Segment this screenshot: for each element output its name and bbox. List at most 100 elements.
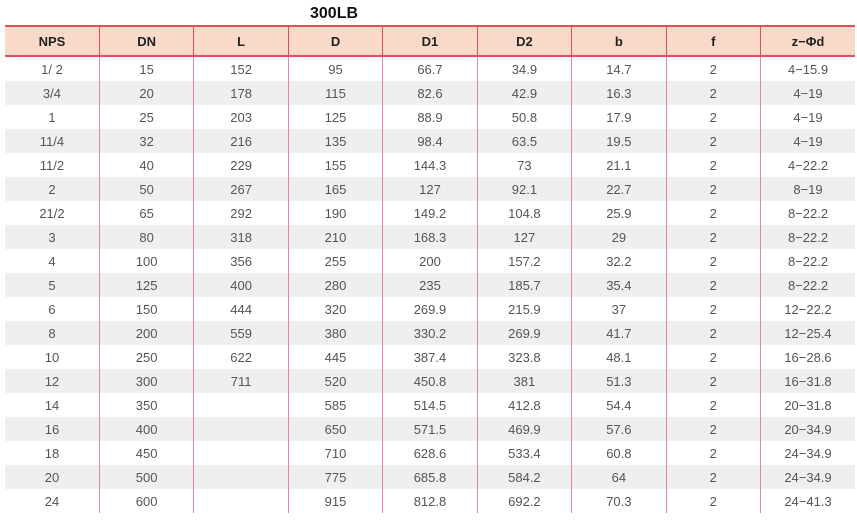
- table-cell: 350: [98, 393, 195, 417]
- table-row: 21/2 65 292 190 149.2 104.8 25.9 2 8−22.2: [5, 201, 855, 225]
- table-cell: 711: [193, 369, 289, 393]
- table-cell: 98.4: [382, 129, 478, 153]
- table-cell: 380: [287, 321, 384, 345]
- table-cell: 387.4: [382, 345, 478, 369]
- table-cell: 2: [665, 345, 762, 369]
- table-cell: 11/2: [5, 153, 100, 177]
- table-cell: 450.8: [382, 369, 478, 393]
- table-cell: 255: [287, 249, 384, 273]
- table-cell: 11/4: [5, 129, 100, 153]
- table-cell: 22.7: [571, 177, 667, 201]
- table-cell: 150: [98, 297, 195, 321]
- table-cell: 24−34.9: [760, 465, 855, 489]
- table-cell: 19.5: [571, 129, 667, 153]
- table-cell: 21.1: [571, 153, 667, 177]
- table-cell: 600: [98, 489, 195, 513]
- table-cell: 127: [476, 225, 573, 249]
- table-cell: 12: [5, 369, 100, 393]
- table-row: 3/4 20 178 115 82.6 42.9 16.3 2 4−19: [5, 81, 855, 105]
- table-cell: [193, 441, 289, 465]
- table-cell: 115: [287, 81, 384, 105]
- table-cell: 32: [98, 129, 195, 153]
- table-cell: 323.8: [476, 345, 573, 369]
- table-cell: 125: [98, 273, 195, 297]
- table-cell: 4−15.9: [760, 56, 855, 81]
- table-cell: 2: [665, 153, 762, 177]
- table-cell: 685.8: [382, 465, 478, 489]
- table-cell: 18: [5, 441, 100, 465]
- table-cell: 95: [287, 56, 384, 81]
- table-cell: 152: [193, 56, 289, 81]
- table-cell: 2: [665, 225, 762, 249]
- column-header: z−Φd: [760, 25, 855, 57]
- table-cell: 82.6: [382, 81, 478, 105]
- table-cell: 12−25.4: [760, 321, 855, 345]
- table-cell: 250: [98, 345, 195, 369]
- table-cell: [193, 489, 289, 513]
- table-cell: 280: [287, 273, 384, 297]
- header-row: NPS DN L D D1 D2 b f z−Φd: [5, 25, 855, 57]
- table-cell: 8−22.2: [760, 201, 855, 225]
- table-cell: 915: [287, 489, 384, 513]
- table-cell: 400: [193, 273, 289, 297]
- table-cell: 710: [287, 441, 384, 465]
- table-cell: 17.9: [571, 105, 667, 129]
- table-cell: 444: [193, 297, 289, 321]
- table-cell: 3: [5, 225, 100, 249]
- table-cell: 37: [571, 297, 667, 321]
- table-row: 1/ 2 15 152 95 66.7 34.9 14.7 2 4−15.9: [5, 56, 855, 81]
- table-row: 2 50 267 165 127 92.1 22.7 2 8−19: [5, 177, 855, 201]
- table-cell: 20: [98, 81, 195, 105]
- table-cell: 2: [665, 177, 762, 201]
- table-cell: 2: [665, 56, 762, 81]
- table-cell: 8: [5, 321, 100, 345]
- table-cell: 65: [98, 201, 195, 225]
- table-cell: 149.2: [382, 201, 478, 225]
- table-cell: 144.3: [382, 153, 478, 177]
- table-cell: 356: [193, 249, 289, 273]
- table-cell: 64: [571, 465, 667, 489]
- table-cell: 215.9: [476, 297, 573, 321]
- table-cell: 66.7: [382, 56, 478, 81]
- table-cell: 2: [665, 489, 762, 513]
- table-cell: 2: [665, 441, 762, 465]
- table-cell: 210: [287, 225, 384, 249]
- table-cell: 127: [382, 177, 478, 201]
- table-row: 6 150 444 320 269.9 215.9 37 2 12−22.2: [5, 297, 855, 321]
- table-cell: 4−19: [760, 129, 855, 153]
- table-cell: 229: [193, 153, 289, 177]
- table-cell: 185.7: [476, 273, 573, 297]
- table-cell: 20−34.9: [760, 417, 855, 441]
- table-row: 11/2 40 229 155 144.3 73 21.1 2 4−22.2: [5, 153, 855, 177]
- table-cell: 318: [193, 225, 289, 249]
- table-cell: 92.1: [476, 177, 573, 201]
- table-cell: 300: [98, 369, 195, 393]
- table-cell: 2: [665, 417, 762, 441]
- table-cell: 235: [382, 273, 478, 297]
- table-cell: 125: [287, 105, 384, 129]
- table-cell: 200: [98, 321, 195, 345]
- table-cell: 16−28.6: [760, 345, 855, 369]
- table-cell: 2: [5, 177, 100, 201]
- table-cell: 2: [665, 273, 762, 297]
- table-cell: 6: [5, 297, 100, 321]
- table-cell: 50.8: [476, 105, 573, 129]
- table-cell: 216: [193, 129, 289, 153]
- table-cell: 14: [5, 393, 100, 417]
- table-row: 10 250 622 445 387.4 323.8 48.1 2 16−28.6: [5, 345, 855, 369]
- table-cell: 571.5: [382, 417, 478, 441]
- table-cell: 40: [98, 153, 195, 177]
- table-cell: 1/ 2: [5, 56, 100, 81]
- table-cell: 650: [287, 417, 384, 441]
- table-cell: 135: [287, 129, 384, 153]
- table-cell: 157.2: [476, 249, 573, 273]
- table-cell: 628.6: [382, 441, 478, 465]
- table-cell: 35.4: [571, 273, 667, 297]
- table-cell: 533.4: [476, 441, 573, 465]
- table-cell: 2: [665, 105, 762, 129]
- table-cell: 24: [5, 489, 100, 513]
- table-cell: 100: [98, 249, 195, 273]
- table-cell: 10: [5, 345, 100, 369]
- table-cell: 51.3: [571, 369, 667, 393]
- flange-dimension-table: NPS DN L D D1 D2 b f z−Φd 1/ 2 15 152 95 66.7 34.9 14.…: [5, 25, 855, 513]
